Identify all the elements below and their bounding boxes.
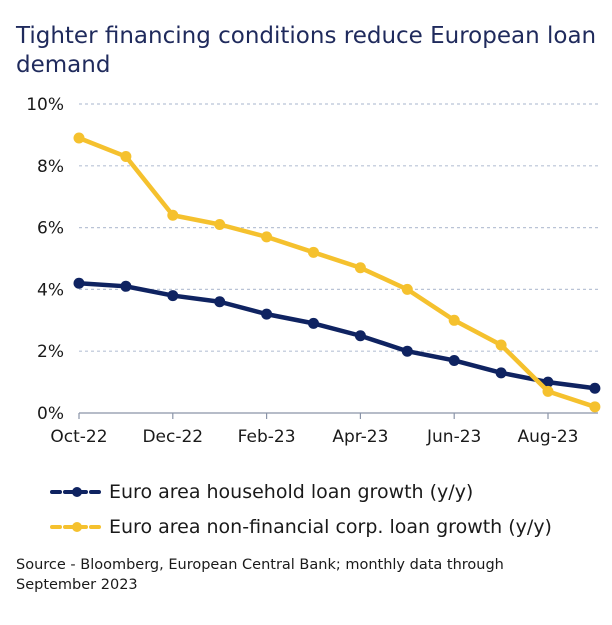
source-note: Source - Bloomberg, European Central Ban… bbox=[16, 557, 504, 593]
y-tick-label: 2% bbox=[37, 342, 64, 362]
x-tick-label: Dec-22 bbox=[142, 427, 203, 447]
data-point bbox=[261, 231, 273, 243]
data-point bbox=[401, 345, 413, 357]
data-point bbox=[214, 219, 226, 231]
data-point bbox=[495, 339, 507, 351]
y-tick-label: 8% bbox=[37, 157, 64, 177]
legend-item-household: Euro area household loan growth (y/y) bbox=[50, 481, 473, 503]
y-tick-label: 0% bbox=[37, 404, 64, 424]
x-tick-label: Feb-23 bbox=[238, 427, 296, 447]
data-point bbox=[354, 262, 366, 274]
data-point bbox=[167, 209, 179, 221]
series-lines bbox=[73, 132, 601, 413]
y-tick-label: 6% bbox=[37, 219, 64, 239]
data-point bbox=[401, 283, 413, 295]
axes: 0% 2% 4% 6% 8% 10% Oct-22 Dec-22 Feb-23 Apr-23 Jun… bbox=[26, 95, 598, 447]
data-point bbox=[495, 367, 507, 379]
data-point bbox=[589, 382, 601, 394]
x-tick-label: Oct-22 bbox=[50, 427, 107, 447]
x-tick-label: Aug-23 bbox=[518, 427, 579, 447]
data-point bbox=[73, 277, 85, 289]
legend-label-household: Euro area household loan growth (y/y) bbox=[109, 481, 474, 503]
series-line-0 bbox=[76, 280, 598, 391]
grid-lines bbox=[79, 103, 598, 352]
data-point bbox=[448, 354, 460, 366]
data-point bbox=[589, 401, 601, 413]
line-chart: 0% 2% 4% 6% 8% 10% Oct-22 Dec-22 Feb-23 Apr-23 Jun… bbox=[26, 95, 601, 447]
data-point bbox=[354, 330, 366, 342]
data-point bbox=[542, 385, 554, 397]
legend-swatch-household bbox=[50, 487, 105, 497]
data-point bbox=[308, 317, 319, 329]
data-point bbox=[542, 376, 554, 388]
data-point bbox=[308, 246, 319, 258]
data-point bbox=[214, 296, 226, 308]
y-tick-label: 10% bbox=[26, 95, 64, 115]
data-point bbox=[120, 151, 132, 163]
series-line-1 bbox=[76, 135, 598, 410]
x-tick-label: Jun-23 bbox=[426, 427, 481, 447]
data-point bbox=[448, 314, 460, 326]
data-point bbox=[167, 290, 179, 302]
data-point bbox=[261, 308, 273, 320]
chart-title: Tighter financing conditions reduce Euro… bbox=[16, 23, 597, 78]
legend-label-corporate: Euro area non-financial corp. loan growt… bbox=[109, 516, 552, 538]
x-tick-label: Apr-23 bbox=[332, 427, 388, 447]
y-tick-label: 4% bbox=[37, 280, 64, 300]
legend-item-corporate: Euro area non-financial corp. loan growt… bbox=[50, 516, 552, 538]
legend-swatch-corporate bbox=[50, 522, 105, 532]
data-point bbox=[120, 280, 132, 292]
data-point bbox=[73, 132, 85, 144]
